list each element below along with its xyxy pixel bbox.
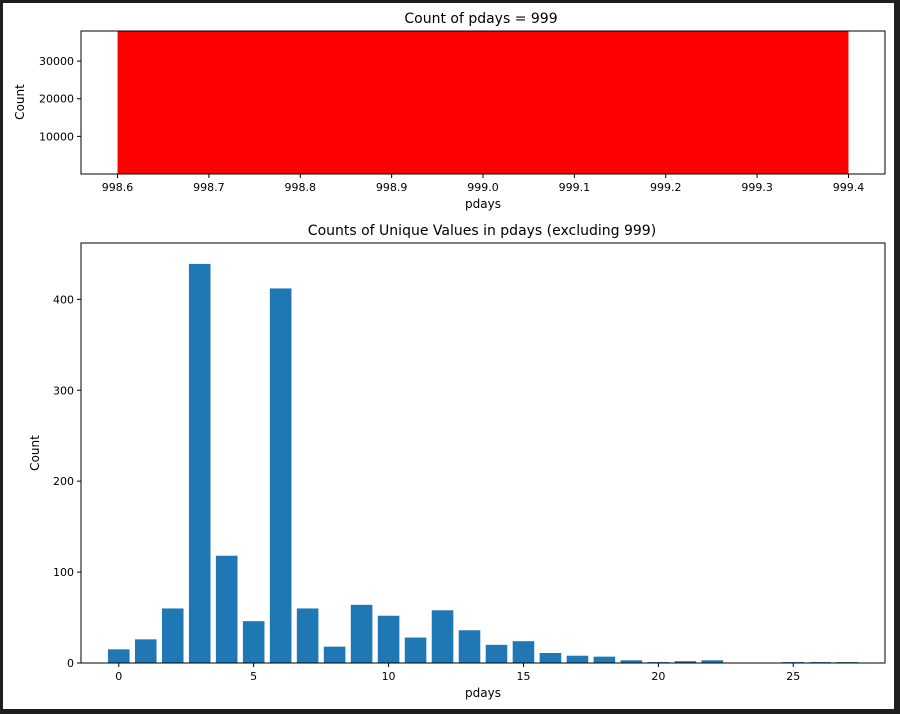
x-tick-label: 999.3 — [741, 181, 773, 194]
chart-pdays-unique-values: Counts of Unique Values in pdays (exclud… — [28, 223, 886, 700]
bar — [485, 644, 508, 663]
x-tick-label: 15 — [516, 670, 530, 683]
bar — [134, 639, 157, 663]
x-axis-ticks: 998.6 998.7 998.8 998.9 999.0 999.1 999.2 999.3… — [102, 174, 864, 194]
figure: Count of pdays = 999 998.6 998.7 998.8 998.… — [3, 3, 894, 709]
x-tick-label: 5 — [250, 670, 257, 683]
bar — [566, 655, 589, 663]
y-axis-ticks: 10000 20000 30000 — [39, 55, 81, 143]
bar — [323, 646, 346, 663]
x-tick-label: 999.1 — [559, 181, 591, 194]
bar — [404, 637, 427, 663]
bar — [350, 604, 373, 663]
bars-group — [117, 31, 849, 174]
x-axis-ticks: 0 5 10 15 20 25 — [115, 663, 800, 683]
bar — [620, 660, 643, 663]
x-tick-label: 10 — [382, 670, 396, 683]
bar — [377, 615, 400, 663]
bar — [674, 661, 697, 663]
x-tick-label: 998.7 — [193, 181, 225, 194]
bar — [512, 641, 535, 663]
bar — [161, 608, 184, 663]
chart-title: Counts of Unique Values in pdays (exclud… — [308, 223, 656, 239]
bar — [107, 649, 130, 663]
y-tick-label: 400 — [53, 293, 74, 306]
bars-group — [107, 263, 859, 663]
y-tick-label: 10000 — [39, 130, 74, 143]
x-tick-label: 999.4 — [833, 181, 865, 194]
x-tick-label: 998.8 — [285, 181, 317, 194]
bar — [117, 31, 849, 174]
x-tick-label: 0 — [115, 670, 122, 683]
y-axis-label: Count — [13, 84, 27, 120]
bar — [215, 555, 238, 663]
x-tick-label: 999.2 — [650, 181, 682, 194]
bar — [593, 656, 616, 663]
chart-title: Count of pdays = 999 — [404, 11, 557, 27]
bar — [458, 630, 481, 663]
y-tick-label: 0 — [67, 657, 74, 670]
y-axis-ticks: 0 100 200 300 400 — [53, 293, 81, 670]
x-tick-label: 20 — [651, 670, 665, 683]
y-tick-label: 200 — [53, 475, 74, 488]
bar — [188, 263, 211, 663]
y-tick-label: 300 — [53, 384, 74, 397]
y-tick-label: 20000 — [39, 93, 74, 106]
y-tick-label: 30000 — [39, 55, 74, 68]
bar — [296, 608, 319, 663]
x-tick-label: 999.0 — [467, 181, 499, 194]
bar — [269, 288, 292, 663]
x-axis-label: pdays — [465, 686, 501, 700]
figure-canvas: Count of pdays = 999 998.6 998.7 998.8 998.… — [13, 11, 886, 700]
bar — [431, 610, 454, 663]
y-axis-label: Count — [28, 435, 42, 471]
x-axis-label: pdays — [465, 197, 501, 211]
x-tick-label: 998.6 — [102, 181, 134, 194]
x-tick-label: 25 — [786, 670, 800, 683]
bar — [242, 621, 265, 663]
x-tick-label: 998.9 — [376, 181, 408, 194]
bar — [539, 653, 562, 663]
plot-frame — [80, 242, 886, 664]
y-tick-label: 100 — [53, 566, 74, 579]
chart-pdays-999: Count of pdays = 999 998.6 998.7 998.8 998.… — [13, 11, 886, 211]
bar — [701, 660, 724, 663]
